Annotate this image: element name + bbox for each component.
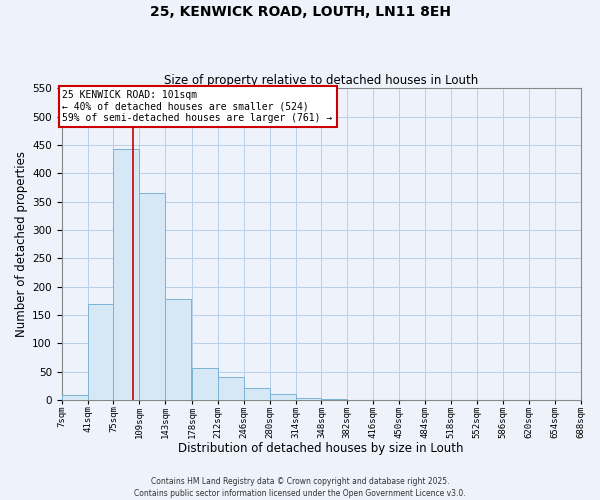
Bar xyxy=(165,299,191,400)
X-axis label: Distribution of detached houses by size in Louth: Distribution of detached houses by size … xyxy=(178,442,464,455)
Bar xyxy=(218,378,244,400)
Bar xyxy=(139,193,165,400)
Text: 25 KENWICK ROAD: 101sqm
← 40% of detached houses are smaller (524)
59% of semi-d: 25 KENWICK ROAD: 101sqm ← 40% of detache… xyxy=(62,90,332,123)
Bar xyxy=(88,304,113,400)
Text: Contains HM Land Registry data © Crown copyright and database right 2025.
Contai: Contains HM Land Registry data © Crown c… xyxy=(134,476,466,498)
Bar xyxy=(269,394,296,400)
Text: 25, KENWICK ROAD, LOUTH, LN11 8EH: 25, KENWICK ROAD, LOUTH, LN11 8EH xyxy=(149,5,451,19)
Bar xyxy=(296,398,322,400)
Y-axis label: Number of detached properties: Number of detached properties xyxy=(15,151,28,337)
Bar xyxy=(192,368,218,400)
Bar xyxy=(244,388,269,400)
Title: Size of property relative to detached houses in Louth: Size of property relative to detached ho… xyxy=(164,74,478,87)
Bar xyxy=(113,149,139,400)
Bar xyxy=(62,396,88,400)
